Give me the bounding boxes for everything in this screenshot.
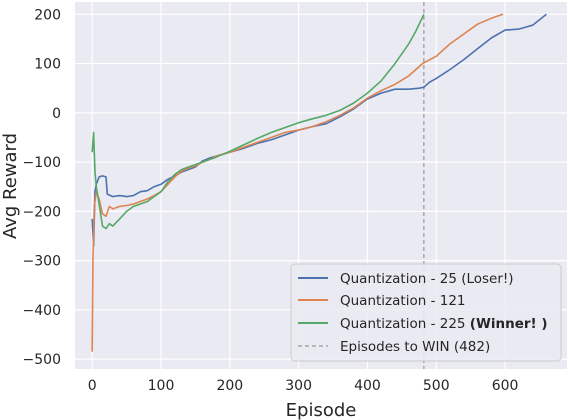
y-axis-label: Avg Reward <box>0 133 21 239</box>
x-tick-label: 100 <box>148 378 175 394</box>
x-tick-label: 400 <box>354 378 381 394</box>
x-tick-label: 300 <box>285 378 312 394</box>
legend: Quantization - 25 (Loser!) Quantization … <box>290 263 562 362</box>
legend-label-series-2: Quantization - 121 <box>340 293 466 309</box>
y-tick-label: −500 <box>23 352 61 368</box>
legend-label-series-3: Quantization - 225 (Winner! ) <box>340 316 548 332</box>
x-tick-label: 200 <box>216 378 243 394</box>
y-tick-labels: −500 −400 −300 −200 −100 0 100 200 <box>23 7 61 368</box>
series-lines <box>91 13 547 352</box>
y-tick-label: −300 <box>23 254 61 270</box>
x-axis-label: Episode <box>286 400 357 420</box>
y-tick-label: 0 <box>52 106 61 122</box>
x-tick-labels: 0 100 200 300 400 500 600 <box>88 378 519 394</box>
y-tick-label: 200 <box>34 7 61 23</box>
x-tick-label: 600 <box>492 378 519 394</box>
x-tick-label: 500 <box>423 378 450 394</box>
x-tick-label: 0 <box>88 378 97 394</box>
legend-label-reference-line: Episodes to WIN (482) <box>340 339 490 355</box>
legend-label-series-1: Quantization - 25 (Loser!) <box>340 271 514 287</box>
y-tick-label: −100 <box>23 155 61 171</box>
y-tick-label: 100 <box>34 57 61 73</box>
y-tick-label: −400 <box>23 303 61 319</box>
legend-box <box>290 263 562 362</box>
y-tick-label: −200 <box>23 204 61 220</box>
grid-lines <box>75 2 567 369</box>
series-line-3 <box>91 13 425 230</box>
